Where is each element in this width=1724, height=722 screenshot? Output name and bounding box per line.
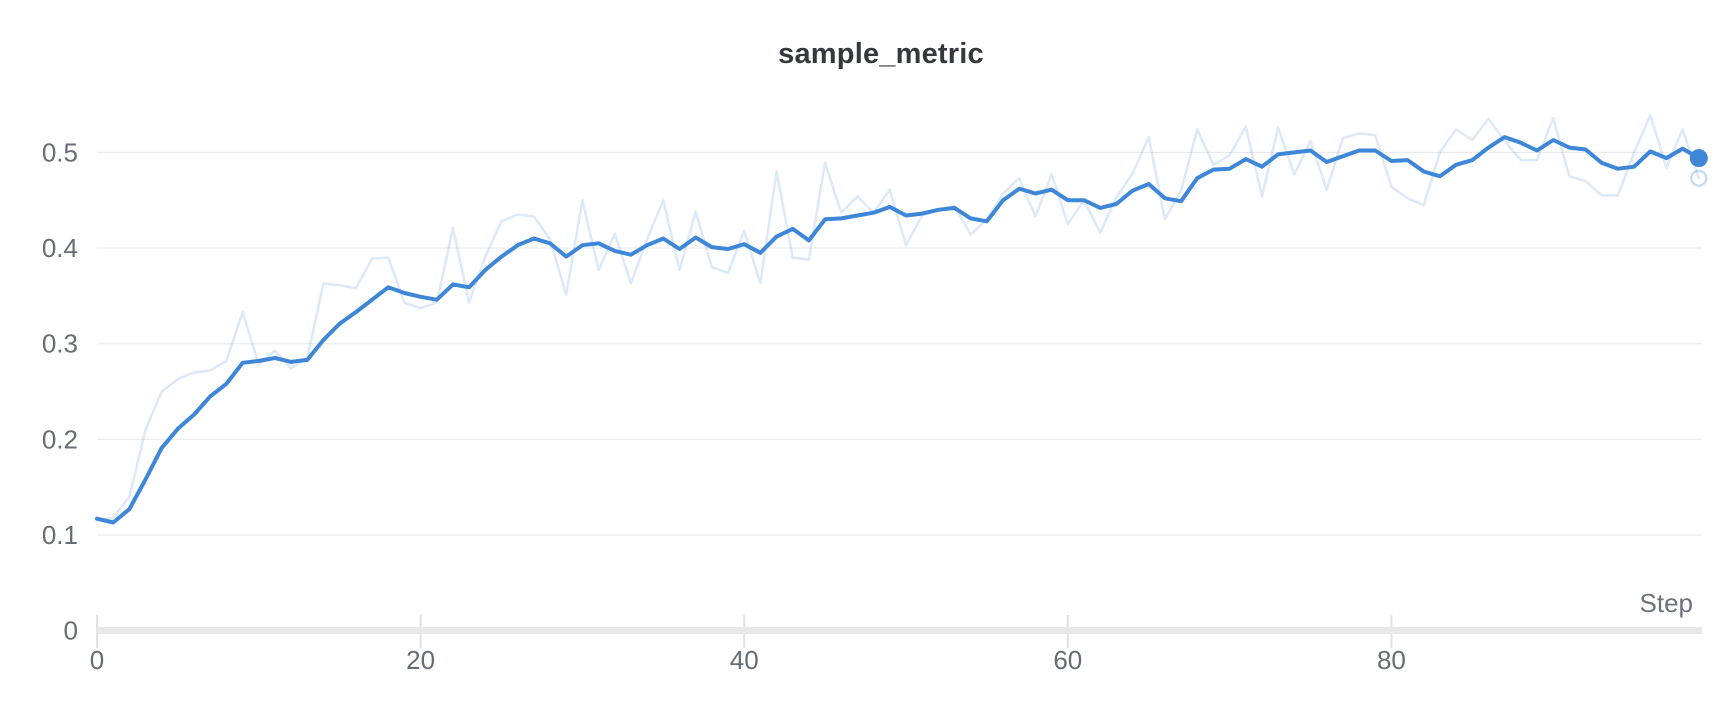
y-tick-label: 0 bbox=[64, 616, 78, 646]
raw-series-line bbox=[95, 113, 1701, 522]
x-tick-label: 0 bbox=[90, 645, 104, 675]
y-tick-label: 0.3 bbox=[42, 329, 78, 359]
y-tick-label: 0.1 bbox=[42, 520, 78, 550]
x-tick-label: 20 bbox=[406, 645, 435, 675]
x-tick-label: 80 bbox=[1377, 645, 1406, 675]
y-tick-label: 0.2 bbox=[42, 424, 78, 454]
x-tick-label: 60 bbox=[1053, 645, 1082, 675]
y-tick-label: 0.4 bbox=[42, 233, 78, 263]
x-axis-title: Step bbox=[1640, 588, 1694, 618]
chart-title: sample_metric bbox=[778, 38, 984, 70]
smoothed-series-line bbox=[95, 135, 1701, 525]
x-tick-label: 40 bbox=[730, 645, 759, 675]
y-tick-label: 0.5 bbox=[42, 137, 78, 167]
smoothed-endpoint-dot bbox=[1689, 149, 1708, 168]
raw-endpoint-ring bbox=[1690, 169, 1708, 187]
x-axis-bar bbox=[97, 627, 1702, 634]
